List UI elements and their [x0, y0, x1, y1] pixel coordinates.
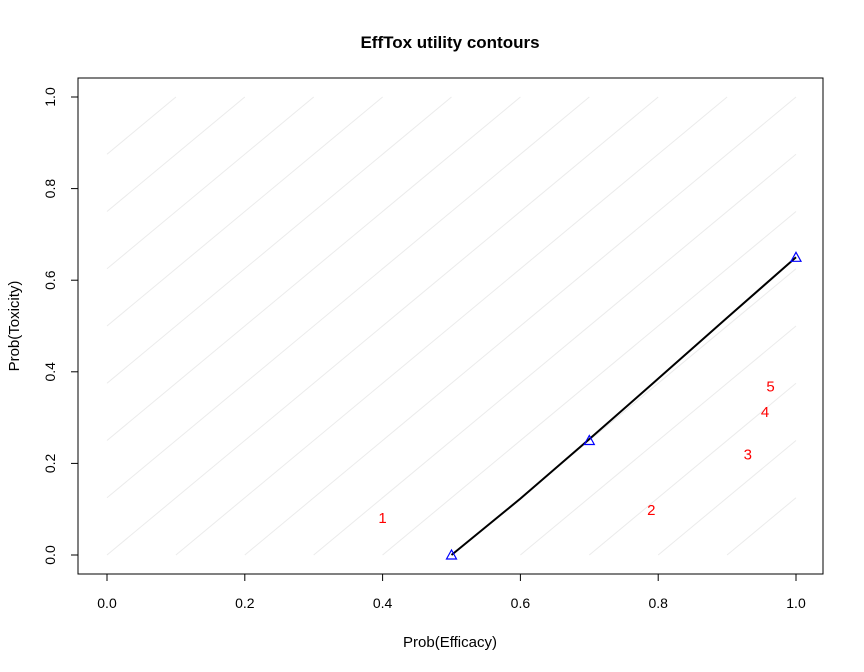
dose-label: 5: [766, 379, 774, 396]
dose-label: 2: [647, 502, 655, 519]
contour-line: [175, 96, 728, 556]
y-tick-label: 0.6: [42, 270, 58, 290]
contour-line: [106, 96, 590, 499]
background-contours: [106, 96, 797, 556]
x-tick-label: 0.6: [511, 595, 531, 611]
x-tick-label: 1.0: [786, 595, 806, 611]
anchor-point-triangle: [445, 548, 458, 560]
contour-line: [106, 96, 383, 327]
contour-line: [106, 96, 521, 441]
plot-frame: [77, 77, 824, 575]
x-tick-label: 0.0: [97, 595, 117, 611]
dose-label: 1: [378, 510, 386, 527]
contour-line: [106, 96, 315, 270]
contour-line: [520, 325, 797, 556]
y-tick-label: 0.4: [42, 362, 58, 382]
y-axis-label: Prob(Toxicity): [6, 281, 23, 372]
contour-line: [657, 440, 797, 556]
axes: 0.0 0.2 0.4 0.6 0.8 1.0 0.0 0.2 0.4 0.6 0.8 1.0: [42, 87, 806, 611]
dose-label: 4: [761, 404, 769, 421]
contour-line: [106, 96, 659, 556]
plot-marks: 1 2 3 4 5: [378, 251, 803, 560]
contour-line: [244, 96, 797, 556]
contour-line: [106, 96, 246, 212]
chart-title: EffTox utility contours: [360, 33, 539, 52]
x-tick-label: 0.8: [648, 595, 668, 611]
contour-line: [106, 96, 177, 155]
y-tick-label: 0.8: [42, 179, 58, 199]
x-axis-label: Prob(Efficacy): [403, 634, 497, 651]
contour-line: [726, 497, 797, 556]
anchor-point-triangle: [789, 251, 803, 262]
y-tick-label: 0.2: [42, 453, 58, 473]
contour-line: [106, 96, 452, 384]
anchor-point-triangle: [583, 434, 596, 446]
y-tick-label: 1.0: [42, 87, 58, 107]
x-tick-label: 0.4: [373, 595, 393, 611]
y-tick-label: 0.0: [42, 545, 58, 565]
contour-line: [313, 153, 797, 556]
dose-label: 3: [744, 446, 752, 463]
target-contour-line: [450, 256, 797, 556]
contour-line: [382, 211, 797, 556]
contour-line: [588, 382, 797, 556]
x-tick-label: 0.2: [235, 595, 255, 611]
